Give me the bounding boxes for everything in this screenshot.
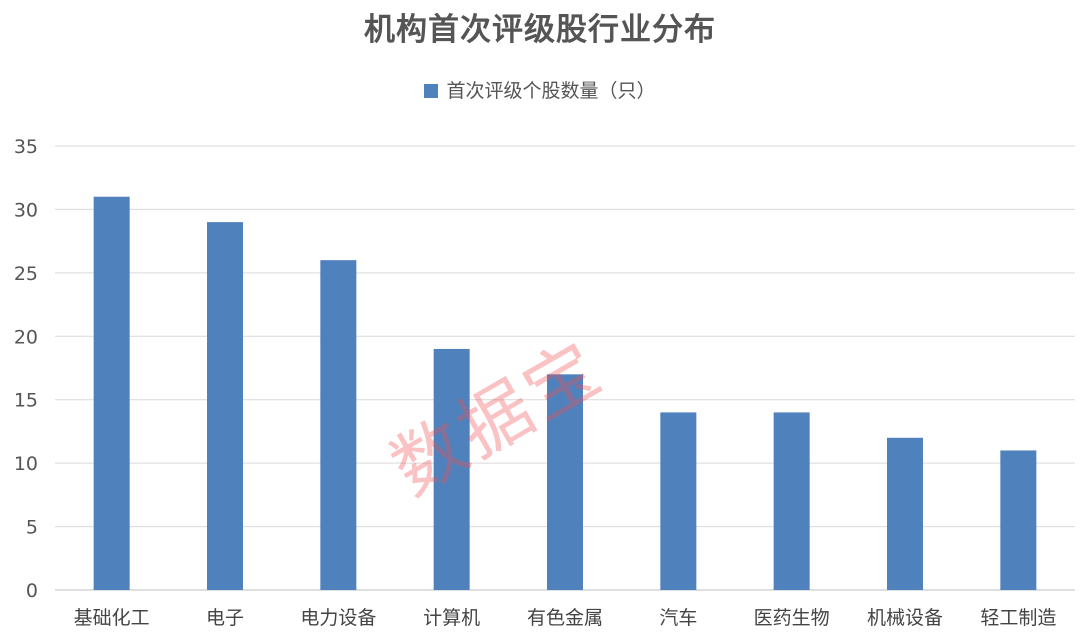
legend-label: 首次评级个股数量（只） xyxy=(446,80,656,102)
bar xyxy=(660,412,697,590)
bar xyxy=(433,348,470,590)
y-tick-label: 10 xyxy=(14,453,38,475)
y-tick-label: 30 xyxy=(14,199,38,221)
bar xyxy=(547,374,583,590)
y-tick-label: 5 xyxy=(26,517,38,539)
y-tick-label: 20 xyxy=(14,326,38,348)
bar xyxy=(773,412,810,590)
x-tick-label: 轻工制造 xyxy=(980,607,1056,629)
x-tick-label: 汽车 xyxy=(659,607,697,629)
bar xyxy=(887,437,923,590)
y-tick-label: 25 xyxy=(14,263,38,285)
bar xyxy=(1000,450,1037,590)
x-tick-label: 电力设备 xyxy=(300,607,376,629)
bar xyxy=(93,196,130,590)
legend-swatch xyxy=(424,84,439,98)
x-tick-label: 有色金属 xyxy=(527,607,603,629)
bar xyxy=(320,260,357,590)
bar xyxy=(207,222,243,590)
legend: 首次评级个股数量（只） xyxy=(0,76,1080,103)
chart-title: 机构首次评级股行业分布 xyxy=(364,12,716,48)
x-tick-label: 基础化工 xyxy=(74,607,150,629)
y-tick-label: 15 xyxy=(14,390,38,412)
x-tick-label: 电子 xyxy=(206,607,244,629)
x-tick-label: 医药生物 xyxy=(754,607,830,629)
y-tick-label: 0 xyxy=(26,580,38,602)
x-tick-label: 计算机 xyxy=(423,607,480,629)
y-tick-label: 35 xyxy=(14,136,38,158)
x-tick-label: 机械设备 xyxy=(867,607,943,629)
